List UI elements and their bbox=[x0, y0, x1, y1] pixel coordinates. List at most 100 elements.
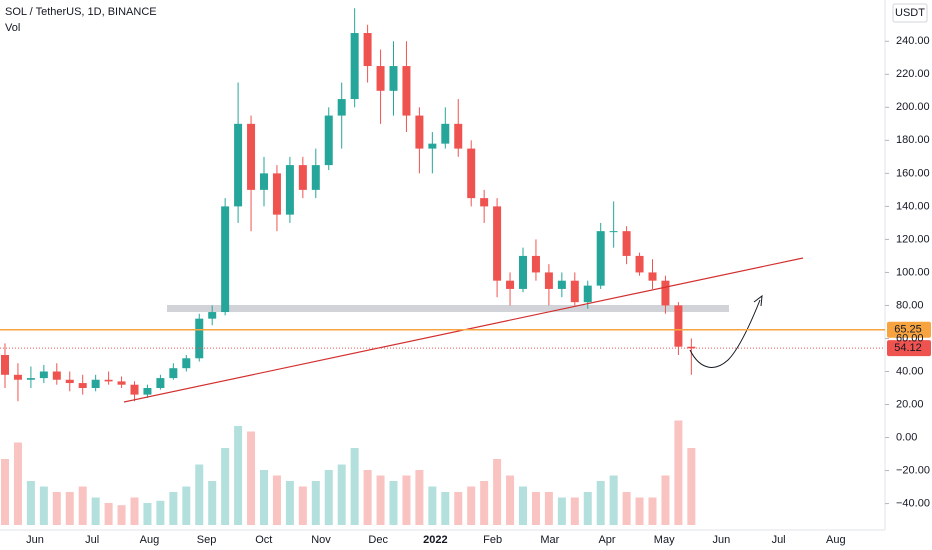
candle-body bbox=[337, 99, 346, 116]
volume-bar bbox=[195, 464, 204, 525]
symbol-title: SOL / TetherUS, 1D, BINANCE bbox=[5, 6, 157, 18]
x-tick-label: 2022 bbox=[423, 534, 447, 546]
volume-bar bbox=[467, 486, 476, 525]
candle-body bbox=[311, 165, 320, 190]
candle-body bbox=[519, 255, 527, 289]
candle-body bbox=[467, 148, 476, 199]
candle-body bbox=[324, 115, 333, 166]
price-label-box bbox=[887, 321, 931, 338]
volume-bar bbox=[570, 497, 579, 525]
x-tick-label: Jun bbox=[26, 534, 44, 546]
candle-body bbox=[402, 66, 411, 116]
volume-bar bbox=[182, 486, 191, 525]
volume-bar bbox=[324, 470, 333, 525]
y-tick-label: −40.00 bbox=[896, 497, 930, 509]
volume-label: Vol bbox=[5, 22, 20, 34]
volume-bar bbox=[402, 475, 411, 525]
volume-bar bbox=[26, 481, 35, 525]
volume-bar bbox=[389, 481, 398, 525]
candle-body bbox=[622, 231, 631, 256]
x-tick-label: Nov bbox=[311, 534, 331, 546]
candle-body bbox=[260, 173, 268, 190]
candle-body bbox=[91, 379, 100, 389]
volume-bar bbox=[117, 505, 126, 525]
candle-body bbox=[285, 165, 294, 215]
volume-bar bbox=[65, 492, 74, 525]
candle-body bbox=[117, 381, 126, 385]
volume-bar bbox=[363, 470, 372, 525]
candle-body bbox=[557, 280, 566, 289]
candle-body bbox=[596, 231, 605, 286]
volume-bar bbox=[78, 486, 87, 525]
volume-layer bbox=[1, 420, 696, 525]
candle-body bbox=[350, 33, 359, 100]
volume-bar bbox=[493, 459, 502, 525]
volume-bar bbox=[337, 464, 346, 525]
candle-body bbox=[674, 305, 683, 347]
y-tick-label: 120.00 bbox=[896, 233, 930, 245]
y-tick-label: 20.00 bbox=[896, 398, 924, 410]
overlay: 65.25 54.12 bbox=[0, 321, 931, 357]
volume-bar bbox=[596, 481, 605, 525]
candle-body bbox=[376, 66, 385, 91]
volume-bar bbox=[350, 448, 359, 525]
volume-bar bbox=[143, 503, 152, 525]
volume-bar bbox=[531, 492, 540, 525]
volume-bar bbox=[376, 475, 385, 525]
volume-bar bbox=[506, 475, 515, 525]
projection-arrow bbox=[689, 299, 761, 368]
candle-body bbox=[1, 354, 9, 375]
volume-bar bbox=[156, 500, 165, 525]
currency-box[interactable] bbox=[892, 3, 928, 23]
volume-bar bbox=[260, 470, 268, 525]
volume-bar bbox=[454, 492, 463, 525]
candle-body bbox=[687, 346, 696, 349]
candle-body bbox=[544, 272, 553, 289]
x-tick-label: Feb bbox=[483, 534, 502, 546]
candle-body bbox=[169, 368, 178, 379]
arrow-head bbox=[753, 294, 763, 307]
volume-bar bbox=[13, 442, 22, 525]
volume-bar bbox=[52, 492, 61, 525]
y-tick-label: 220.00 bbox=[896, 68, 930, 80]
volume-bar bbox=[557, 497, 566, 525]
candle-body bbox=[441, 123, 450, 144]
candle-body bbox=[415, 115, 424, 149]
x-tick-label: Oct bbox=[255, 534, 272, 546]
x-tick-label: Jul bbox=[772, 534, 786, 546]
volume-bar bbox=[298, 486, 307, 525]
volume-bar bbox=[272, 475, 281, 525]
y-tick-label: 200.00 bbox=[896, 101, 930, 113]
candle-body bbox=[389, 66, 398, 91]
x-tick-label: Apr bbox=[598, 534, 615, 546]
candle-body bbox=[428, 143, 437, 149]
y-tick-label: 40.00 bbox=[896, 365, 924, 377]
currency-label[interactable]: USDT bbox=[895, 7, 925, 19]
candle-body bbox=[635, 255, 644, 273]
y-tick-label: 0.00 bbox=[896, 431, 917, 443]
candle-body bbox=[156, 378, 165, 389]
price-label: 65.25 bbox=[894, 324, 922, 336]
volume-bar bbox=[234, 426, 243, 525]
volume-bar bbox=[130, 497, 139, 525]
y-tick-label: 180.00 bbox=[896, 134, 930, 146]
x-tick-label: Jul bbox=[85, 534, 99, 546]
candle-body bbox=[65, 379, 74, 384]
candle-body bbox=[130, 384, 139, 395]
volume-bar bbox=[635, 497, 644, 525]
volume-bar bbox=[687, 448, 696, 525]
volume-bar bbox=[622, 492, 631, 525]
volume-bar bbox=[91, 497, 100, 525]
volume-bar bbox=[208, 481, 217, 525]
x-tick-label: Dec bbox=[368, 534, 388, 546]
volume-bar bbox=[674, 420, 683, 525]
candle-body bbox=[182, 358, 191, 369]
volume-bar bbox=[1, 459, 9, 525]
volume-bar bbox=[544, 492, 553, 525]
x-tick-label: May bbox=[654, 534, 675, 546]
candle-body bbox=[208, 312, 217, 319]
y-tick-label: 80.00 bbox=[896, 299, 924, 311]
volume-bar bbox=[104, 503, 113, 525]
x-tick-label: Aug bbox=[826, 534, 846, 546]
